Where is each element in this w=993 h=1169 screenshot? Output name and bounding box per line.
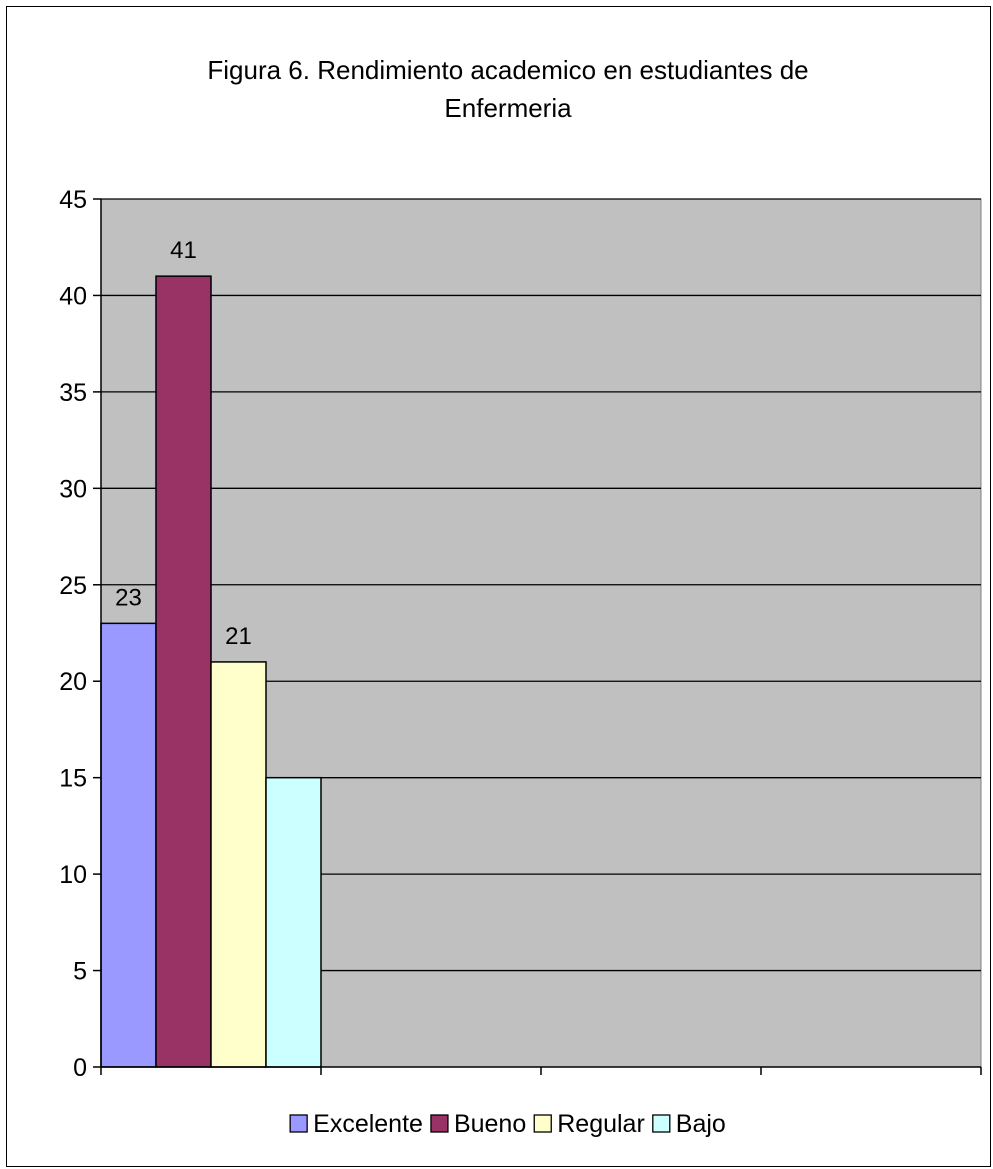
legend-label-bajo: Bajo	[676, 1110, 726, 1138]
legend: Excelente Bueno Regular Bajo	[289, 1110, 726, 1138]
bars	[100, 275, 322, 1068]
axes: 0 5 10 15 20 25 30 35 40 45	[59, 186, 982, 1082]
y-tick-label-5: 5	[73, 958, 87, 986]
legend-swatch-regular	[533, 1114, 552, 1133]
data-label-bueno: 41	[170, 237, 197, 264]
legend-label-excelente: Excelente	[313, 1110, 423, 1138]
bar-bueno	[155, 275, 212, 1068]
data-label-excelente: 23	[115, 584, 142, 611]
bar-excelente	[100, 622, 157, 1068]
y-tick-label-0: 0	[73, 1054, 87, 1082]
legend-swatch-bajo	[652, 1114, 671, 1133]
y-tick-label-10: 10	[59, 861, 87, 889]
chart-title-line-1: Figura 6. Rendimiento academico en estud…	[207, 55, 808, 85]
legend-label-bueno: Bueno	[454, 1110, 526, 1138]
y-tick-label-30: 30	[59, 475, 87, 503]
data-labels: 23 41 21	[115, 237, 252, 650]
bar-bajo	[265, 776, 322, 1068]
y-tick-label-40: 40	[59, 282, 87, 310]
y-tick-label-20: 20	[59, 668, 87, 696]
chart-title-line-2: Enfermeria	[444, 93, 572, 123]
legend-label-regular: Regular	[557, 1110, 645, 1138]
data-label-regular: 21	[225, 623, 252, 650]
bar-regular	[210, 661, 267, 1068]
y-tick-label-15: 15	[59, 765, 87, 793]
y-tick-label-25: 25	[59, 572, 87, 600]
legend-swatch-bueno	[430, 1114, 449, 1133]
legend-swatch-excelente	[289, 1114, 308, 1133]
y-tick-label-35: 35	[59, 379, 87, 407]
y-tick-label-45: 45	[59, 186, 87, 214]
